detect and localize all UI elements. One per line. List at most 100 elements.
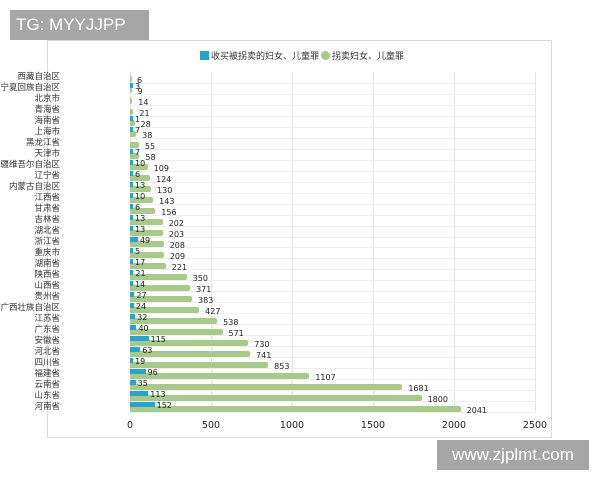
category-label: 浙江省 (34, 237, 60, 247)
legend-swatch-series1 (200, 50, 209, 60)
data-label-series1: 63 (142, 345, 153, 355)
category-label: 河南省 (34, 401, 60, 412)
data-label-series1: 5 (135, 246, 141, 256)
bar-series1 (130, 291, 135, 297)
legend: 收买被拐卖的妇女、儿童罪 拐卖妇女、儿童罪 (200, 48, 404, 62)
data-label-series2: 538 (223, 317, 239, 327)
category-label: 辽宁省 (34, 171, 60, 182)
bar-series2 (130, 230, 163, 237)
data-label-series2: 221 (171, 262, 188, 272)
x-tick-label: 2500 (522, 420, 548, 431)
row-gridline (130, 335, 535, 337)
category-label: 贵州省 (34, 291, 60, 302)
category-label: 安徽省 (34, 335, 60, 346)
row-gridline (130, 104, 535, 106)
bar-series1 (130, 193, 133, 199)
bar-series1 (130, 182, 133, 188)
bar-series2 (130, 98, 133, 105)
data-label-series1: 27 (136, 290, 147, 300)
bar-series2 (130, 109, 134, 116)
data-label-series1: 115 (150, 334, 166, 344)
row-gridline (130, 357, 535, 359)
bar-series2 (130, 328, 223, 335)
category-label: 上海市 (34, 127, 60, 138)
bar-series1 (130, 357, 134, 363)
bar-series2 (130, 306, 200, 313)
category-label: 西藏自治区 (17, 72, 60, 83)
data-label-series1: 7 (135, 126, 141, 136)
data-label-series2: 124 (156, 175, 172, 185)
bar-series1 (130, 215, 133, 221)
watermark-bottom: www.zjplmt.com (437, 440, 589, 470)
data-label-series1: 96 (147, 367, 158, 377)
data-label-series2: 109 (153, 164, 169, 174)
bar-series2 (130, 164, 148, 171)
row-gridline (130, 324, 535, 326)
row-gridline (130, 214, 535, 216)
row-gridline (130, 225, 535, 227)
data-label-series2: 1107 (315, 372, 336, 382)
data-label-series1: 49 (139, 236, 151, 245)
category-label: 陕西省 (34, 269, 60, 280)
data-label-series2: 853 (274, 361, 290, 371)
bar-series2 (130, 383, 403, 390)
x-tick-label: 2000 (441, 420, 467, 431)
bar-series1 (130, 368, 146, 374)
category-label: 内蒙古自治区 (8, 182, 60, 193)
category-label: 四川省 (34, 357, 60, 368)
data-label-series2: 741 (256, 350, 272, 360)
data-label-series2: 350 (192, 273, 208, 283)
data-label-series2: 143 (159, 197, 175, 207)
row-gridline (130, 401, 535, 403)
row-gridline (130, 412, 535, 413)
row-gridline (130, 159, 535, 161)
bar-series2 (130, 208, 156, 215)
category-label: 天津市 (34, 149, 60, 160)
data-label-series1: 32 (137, 312, 148, 322)
data-label-series1: 24 (135, 301, 147, 311)
row-gridline (130, 137, 535, 139)
category-label: 新疆维吾尔自治区 (0, 160, 60, 171)
category-label: 山东省 (34, 390, 60, 401)
data-label-series1: 7 (135, 148, 141, 158)
gridline (373, 72, 374, 412)
bar-series1 (130, 127, 133, 133)
bar-series1 (130, 335, 149, 341)
category-label: 北京市 (34, 94, 60, 105)
category-label: 宁夏回族自治区 (0, 83, 60, 94)
bar-series1 (130, 204, 133, 210)
data-label-series2: 571 (228, 328, 244, 338)
data-label-series1: 10 (135, 192, 146, 202)
category-label: 湖北省 (34, 226, 60, 237)
data-label-series2: 383 (198, 295, 214, 305)
bar-series2 (130, 284, 191, 291)
row-gridline (130, 148, 535, 150)
bar-series2 (130, 295, 193, 302)
row-gridline (130, 258, 535, 260)
bar-series2 (130, 394, 422, 401)
bar-series1 (130, 237, 138, 242)
data-label-series1: 14 (135, 279, 146, 289)
x-tick-label: 500 (201, 420, 221, 431)
gridline (535, 72, 536, 412)
category-label: 江西省 (34, 193, 60, 204)
legend-label-series2: 拐卖妇女、儿童罪 (332, 51, 405, 62)
bar-series1 (130, 160, 133, 166)
data-label-series2: 58 (145, 153, 156, 163)
legend-swatch-series2 (321, 50, 331, 60)
bar-series2 (130, 241, 164, 247)
category-label: 湖南省 (34, 258, 60, 269)
category-label: 云南省 (34, 379, 60, 390)
bar-series1 (130, 280, 133, 286)
data-label-series2: 21 (139, 109, 150, 119)
data-label-series1: 13 (135, 181, 146, 191)
data-label-series1: 152 (156, 400, 172, 410)
bar-series1 (130, 302, 134, 308)
x-tick-label: 1000 (279, 420, 305, 431)
bar-series2 (130, 273, 187, 280)
category-label: 广东省 (34, 324, 60, 335)
row-gridline (130, 269, 535, 271)
row-gridline (130, 302, 535, 304)
row-gridline (130, 203, 535, 205)
row-gridline (130, 115, 535, 117)
